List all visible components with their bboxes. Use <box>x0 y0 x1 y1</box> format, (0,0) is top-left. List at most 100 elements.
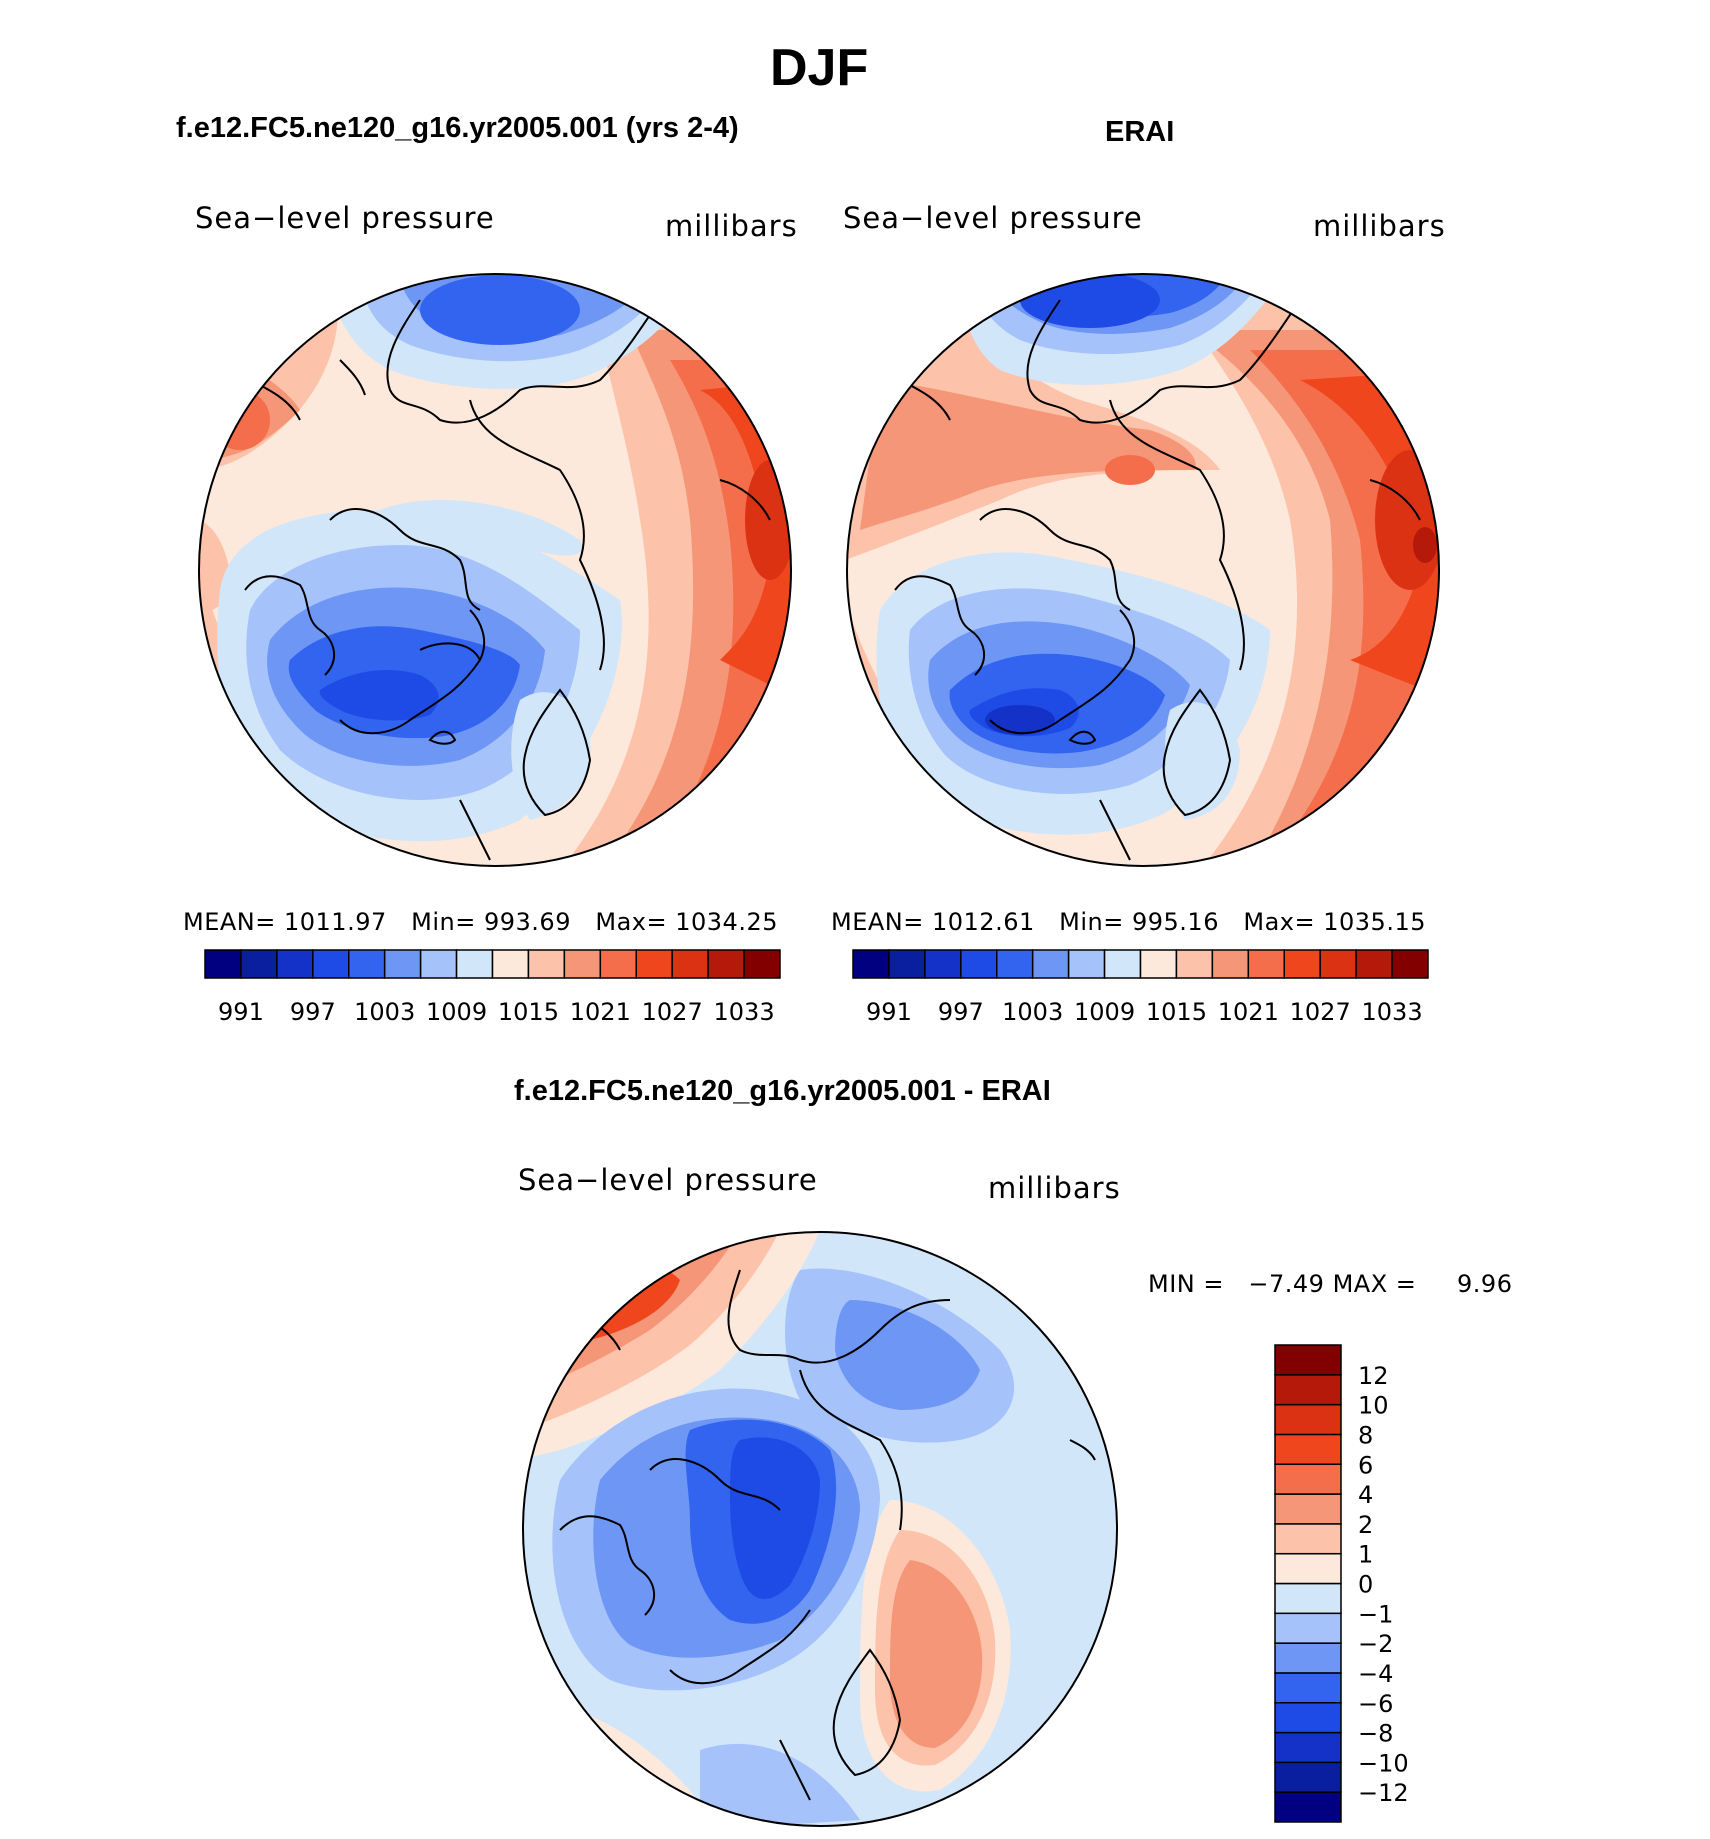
panel-2-colorbar-swatch <box>1211 949 1250 979</box>
panel-2-stats: MEAN= 1012.61 Min= 995.16 Max= 1035.15 <box>831 908 1426 936</box>
difference-colorbar-tick-label: −12 <box>1358 1779 1409 1807</box>
panel-1-colorbar: 991 997 1003 1009 1015 1021 1027 1033 <box>204 949 781 1026</box>
difference-colorbar-swatch <box>1274 1731 1342 1764</box>
panel-2-colorbar-swatch <box>888 949 926 979</box>
panel-1-colorbar-swatch <box>276 949 314 979</box>
panel-1-colorbar-tick-label: 1027 <box>642 998 703 1026</box>
panel-2-colorbar-swatch <box>1283 949 1321 979</box>
difference-max-label: MAX = <box>1332 1270 1417 1298</box>
panel-2-max: 1035.15 <box>1323 908 1426 936</box>
panel-2-title: ERAI <box>1105 116 1175 148</box>
panel-1-colorbar-tick-label: 1021 <box>570 998 631 1026</box>
panel-1-colorbar-swatch <box>707 949 745 979</box>
difference-colorbar-swatch <box>1274 1463 1342 1495</box>
panel-1-mean-label: MEAN= <box>183 908 276 936</box>
panel-1-stats: MEAN= 1011.97 Min= 993.69 Max= 1034.25 <box>183 908 778 936</box>
panel-2-colorbar-swatch <box>1067 949 1106 979</box>
panel-1-title: f.e12.FC5.ne120_g16.yr2005.001 (yrs 2-4) <box>176 112 739 144</box>
difference-colorbar-swatch <box>1274 1582 1342 1615</box>
panel-2-variable: Sea−level pressure <box>843 201 1143 235</box>
difference-colorbar-tick-label: 2 <box>1358 1511 1373 1539</box>
difference-colorbar-swatch <box>1274 1642 1342 1674</box>
panel-2-colorbar-swatch <box>1355 949 1393 979</box>
panel-2-colorbar-swatch <box>1391 949 1429 979</box>
panel-1-colorbar-swatch <box>635 949 673 979</box>
panel-1-map <box>199 274 791 866</box>
panel-1-colorbar-swatch <box>348 949 386 979</box>
difference-colorbar-tick-label: −10 <box>1358 1749 1409 1777</box>
panel-1-min-label: Min= <box>411 908 476 936</box>
panel-1-colorbar-swatch <box>563 949 602 979</box>
panel-2-colorbar-swatch <box>1103 949 1142 979</box>
panel-2-colorbar-swatch <box>852 949 890 979</box>
difference-colorbar-swatch <box>1274 1523 1342 1555</box>
difference-colorbar-swatch <box>1274 1403 1342 1436</box>
difference-colorbar-tick-label: −1 <box>1358 1600 1393 1628</box>
panel-2-colorbar-tick-label: 1009 <box>1074 998 1135 1026</box>
difference-min: −7.49 <box>1248 1270 1325 1298</box>
panel-2-units: millibars <box>1313 209 1446 243</box>
panel-2-colorbar: 991 997 1003 1009 1015 1021 1027 1033 <box>852 949 1429 1026</box>
panel-1-colorbar-swatch <box>455 949 494 979</box>
difference-colorbar-swatch <box>1274 1612 1342 1644</box>
difference-colorbar-swatch <box>1274 1433 1342 1465</box>
panel-2-mean-label: MEAN= <box>831 908 924 936</box>
panel-2-colorbar-tick-label: 991 <box>866 998 912 1026</box>
panel-2-colorbar-swatch <box>1247 949 1285 979</box>
panel-2-max-label: Max= <box>1243 908 1316 936</box>
panel-1-colorbar-swatch <box>743 949 781 979</box>
difference-colorbar-tick-label: −2 <box>1358 1630 1393 1658</box>
difference-coastlines <box>559 1269 1096 1801</box>
panel-1-colorbar-swatch <box>312 949 350 979</box>
difference-colorbar-swatch <box>1274 1374 1342 1406</box>
panel-1-colorbar-swatch <box>383 949 422 979</box>
panel-1-colorbar-swatch <box>419 949 458 979</box>
difference-title: f.e12.FC5.ne120_g16.yr2005.001 - ERAI <box>514 1075 1051 1107</box>
difference-stats: MIN = −7.49 MAX = 9.96 <box>1148 1270 1512 1298</box>
difference-variable: Sea−level pressure <box>518 1163 818 1197</box>
panel-2-mean: 1012.61 <box>932 908 1035 936</box>
panel-1-colorbar-swatch <box>491 949 530 979</box>
panel-1-boundary <box>198 273 792 867</box>
figure-title: DJF <box>770 39 869 97</box>
panel-1-colorbar-swatch <box>204 949 242 979</box>
difference-colorbar-swatch <box>1274 1552 1342 1585</box>
panel-2-colorbar-swatch <box>1031 949 1070 979</box>
panel-1-colorbar-swatch <box>671 949 709 979</box>
panel-1-coastlines <box>244 299 771 861</box>
difference-units: millibars <box>988 1171 1121 1205</box>
panel-1-colorbar-tick-label: 991 <box>218 998 264 1026</box>
difference-colorbar-tick-label: −8 <box>1358 1720 1393 1748</box>
panel-2-colorbar-swatch <box>924 949 962 979</box>
panel-1-max-label: Max= <box>595 908 668 936</box>
panel-1-units: millibars <box>665 209 798 243</box>
difference-colorbar-tick-label: 4 <box>1358 1481 1373 1509</box>
panel-2-colorbar-tick-label: 1015 <box>1146 998 1207 1026</box>
difference-min-label: MIN = <box>1148 1270 1224 1298</box>
panel-1-colorbar-tick-label: 1009 <box>426 998 487 1026</box>
difference-colorbar-tick-label: 1 <box>1358 1541 1373 1569</box>
difference-colorbar-swatch <box>1274 1702 1342 1734</box>
panel-2-colorbar-tick-label: 997 <box>938 998 984 1026</box>
panel-1-colorbar-swatch <box>240 949 278 979</box>
difference-colorbar-swatch <box>1274 1761 1342 1793</box>
panel-2-colorbar-swatch <box>960 949 998 979</box>
panel-1-variable: Sea−level pressure <box>195 201 495 235</box>
difference-colorbar-swatch <box>1274 1791 1342 1823</box>
difference-colorbar-swatch <box>1274 1344 1342 1376</box>
panel-1-min: 993.69 <box>483 908 571 936</box>
difference-colorbar-tick-label: 6 <box>1358 1451 1373 1479</box>
panel-2-colorbar-tick-label: 1027 <box>1290 998 1351 1026</box>
panel-1-mean: 1011.97 <box>284 908 387 936</box>
panel-2-min-label: Min= <box>1059 908 1124 936</box>
panel-2-colorbar-swatch <box>1175 949 1214 979</box>
difference-colorbar-tick-label: 10 <box>1358 1392 1389 1420</box>
panel-1-colorbar-tick-label: 997 <box>290 998 336 1026</box>
difference-colorbar-tick-label: −4 <box>1358 1660 1393 1688</box>
panel-1-colorbar-tick-label: 1015 <box>498 998 559 1026</box>
difference-colorbar-swatch <box>1274 1672 1342 1704</box>
panel-2-colorbar-swatch <box>1319 949 1357 979</box>
panel-2-colorbar-tick-label: 1021 <box>1218 998 1279 1026</box>
